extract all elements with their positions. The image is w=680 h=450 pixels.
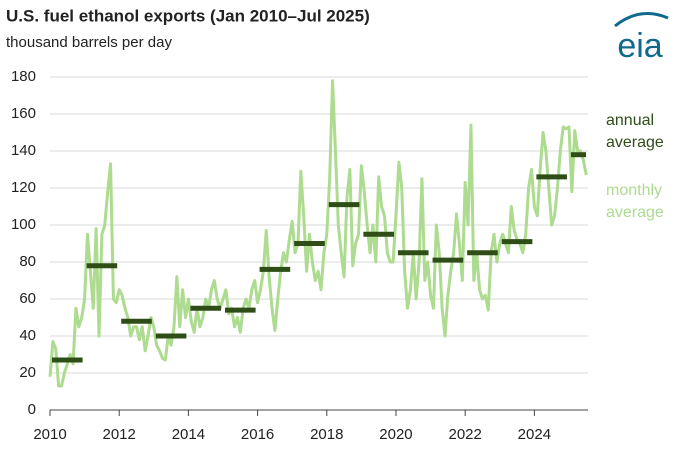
logo-arc: [614, 12, 669, 28]
x-tick-label: 2014: [172, 426, 205, 443]
y-tick-label: 20: [19, 364, 36, 381]
y-tick-label: 80: [19, 253, 36, 270]
y-tick-label: 160: [11, 105, 36, 122]
y-tick-label: 100: [11, 216, 36, 233]
x-tick-label: 2010: [33, 426, 66, 443]
x-tick-label: 2018: [310, 426, 343, 443]
y-tick-label: 40: [19, 327, 36, 344]
monthly-line: [48, 79, 588, 388]
y-tick-label: 140: [11, 142, 36, 159]
logo: eia: [617, 27, 662, 65]
x-tick-label: 2020: [379, 426, 412, 443]
legend-entry: annual average: [606, 112, 664, 151]
x-tick-label: 2016: [241, 426, 274, 443]
chart-subtitle: thousand barrels per day: [6, 34, 172, 51]
chart-title: U.S. fuel ethanol exports (Jan 2010–Jul …: [6, 6, 370, 25]
x-tick-label: 2024: [518, 426, 551, 443]
x-tick-label: 2012: [103, 426, 136, 443]
y-tick-label: 0: [28, 401, 36, 418]
legend-entry: monthly average: [606, 182, 664, 221]
y-tick-label: 120: [11, 179, 36, 196]
y-tick-label: 180: [11, 68, 36, 85]
x-tick-label: 2022: [448, 426, 481, 443]
y-tick-label: 60: [19, 290, 36, 307]
